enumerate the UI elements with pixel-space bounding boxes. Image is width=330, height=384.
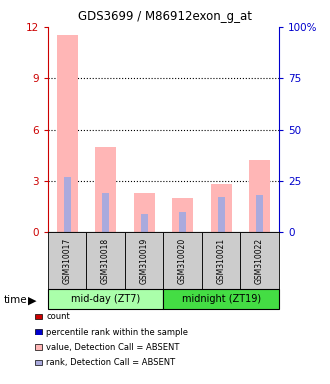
- Bar: [211, 184, 232, 232]
- Text: GDS3699 / M86912exon_g_at: GDS3699 / M86912exon_g_at: [78, 10, 252, 23]
- Text: time: time: [3, 295, 27, 305]
- Bar: [163, 232, 202, 290]
- Bar: [134, 193, 155, 232]
- Bar: [36, 344, 42, 350]
- Bar: [102, 193, 109, 232]
- Text: percentile rank within the sample: percentile rank within the sample: [46, 328, 188, 337]
- Text: GSM310019: GSM310019: [140, 238, 148, 284]
- Text: rank, Detection Call = ABSENT: rank, Detection Call = ABSENT: [46, 358, 175, 367]
- Text: GSM310022: GSM310022: [255, 238, 264, 284]
- Bar: [125, 232, 163, 290]
- Bar: [217, 197, 224, 232]
- Bar: [95, 147, 116, 232]
- Text: midnight (ZT19): midnight (ZT19): [182, 294, 261, 304]
- Text: value, Detection Call = ABSENT: value, Detection Call = ABSENT: [46, 343, 180, 352]
- Text: GSM310017: GSM310017: [63, 238, 72, 284]
- Text: count: count: [46, 312, 70, 321]
- Text: GSM310021: GSM310021: [216, 238, 226, 284]
- Bar: [202, 232, 240, 290]
- Text: GSM310018: GSM310018: [101, 238, 110, 284]
- Bar: [36, 314, 42, 319]
- Text: ▶: ▶: [28, 295, 37, 305]
- Bar: [48, 232, 86, 290]
- Bar: [48, 289, 163, 309]
- Bar: [56, 35, 78, 232]
- Bar: [249, 161, 270, 232]
- Bar: [240, 232, 279, 290]
- Text: GSM310020: GSM310020: [178, 238, 187, 284]
- Bar: [256, 195, 263, 232]
- Bar: [64, 177, 71, 232]
- Bar: [179, 212, 186, 232]
- Bar: [172, 198, 193, 232]
- Text: mid-day (ZT7): mid-day (ZT7): [71, 294, 140, 304]
- Bar: [36, 329, 42, 334]
- Bar: [36, 360, 42, 365]
- Bar: [141, 214, 148, 232]
- Bar: [86, 232, 125, 290]
- Bar: [163, 289, 279, 309]
